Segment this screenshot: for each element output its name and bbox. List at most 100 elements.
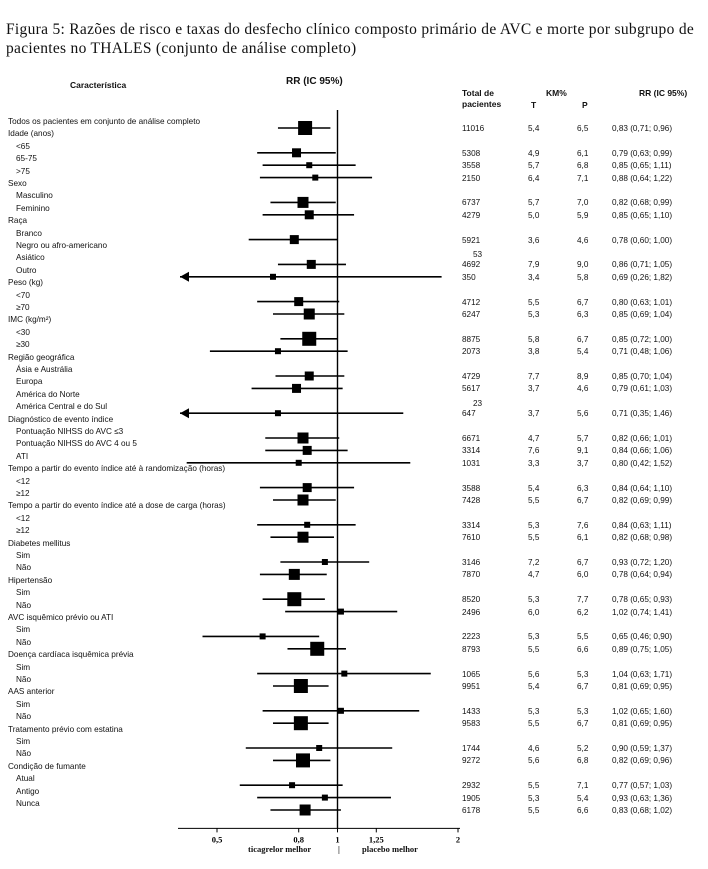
point-estimate [295, 459, 302, 466]
point-estimate [337, 707, 344, 714]
rr-ci-text: 0,77 (0,57; 1,03) [612, 781, 673, 791]
point-estimate [310, 641, 325, 656]
km-placebo: 6,7 [577, 496, 589, 505]
total-patients: 7870 [462, 570, 481, 580]
km-placebo: 9,1 [577, 446, 589, 456]
subgroup-header: Tempo a partir do evento índice até a do… [8, 501, 226, 511]
row-label: Sim [16, 551, 31, 560]
characteristic-header: Característica [70, 80, 127, 90]
rr-ci-text: 1,02 (0,65; 1,60) [612, 706, 673, 716]
point-estimate [316, 745, 323, 751]
rr-ci-text: 0,83 (0,68; 1,02) [612, 806, 673, 815]
km-placebo: 5,4 [577, 347, 589, 357]
km-placebo: 6,7 [577, 558, 589, 567]
total-patients: 53 [473, 250, 483, 259]
point-estimate [269, 273, 276, 280]
rr-ci-text: 0,71 (0,35; 1,46) [612, 409, 673, 419]
km-placebo: 7,6 [577, 520, 589, 530]
km-ticagrelor: 5,5 [528, 533, 540, 543]
subgroup-header: Diabetes mellitus [8, 538, 71, 548]
point-estimate [259, 633, 266, 640]
km-placebo: 6,1 [577, 533, 589, 543]
subgroup-header: Diagnóstico de evento índice [8, 414, 114, 424]
row-label: Pontuação NIHSS do AVC 4 ou 5 [16, 439, 137, 449]
row-label: Ásia e Austrália [16, 365, 73, 374]
km-ticagrelor: 6,0 [528, 607, 540, 617]
km-placebo: 6,2 [577, 607, 589, 617]
km-placebo: 6,8 [577, 756, 589, 766]
km-ticagrelor: 5,3 [528, 310, 540, 319]
point-estimate [297, 494, 309, 506]
km-placebo: 7,0 [577, 198, 589, 208]
km-ticagrelor: 4,6 [528, 744, 540, 753]
km-ticagrelor: 3,7 [528, 384, 540, 394]
row-label: Antigo [16, 786, 40, 796]
km-placebo: 5,6 [577, 409, 589, 419]
total-patients: 5921 [462, 235, 481, 245]
km-placebo: 6,7 [577, 297, 589, 307]
km-placebo: 3,7 [577, 458, 589, 468]
total-patients: 3558 [462, 161, 481, 171]
row-label: Atual [16, 774, 35, 784]
subgroup-header: AAS anterior [8, 687, 55, 697]
km-placebo: 7,1 [577, 781, 589, 791]
km-placebo: 5,5 [577, 632, 589, 642]
point-estimate [302, 483, 312, 493]
rr-ci-text: 0,78 (0,64; 0,94) [612, 570, 673, 580]
row-label: Sim [16, 588, 31, 598]
total-patients: 23 [473, 398, 483, 408]
total-patients: 5617 [462, 384, 481, 394]
point-estimate [302, 331, 317, 346]
rr-ci-text: 0,78 (0,65; 0,93) [612, 595, 673, 605]
point-estimate [304, 210, 314, 220]
point-estimate [274, 410, 281, 417]
km-placebo: 6,3 [577, 483, 589, 493]
point-estimate [337, 608, 344, 615]
total-patients: 2150 [462, 173, 481, 183]
rr-ci-text: 0,90 (0,59; 1,37) [612, 744, 673, 753]
subgroup-header: Condição de fumante [8, 761, 86, 771]
point-estimate [306, 162, 313, 169]
row-label: Sim [16, 737, 31, 746]
rr-ci-text: 0,81 (0,69; 0,95) [612, 682, 673, 691]
km-placebo: 9,0 [577, 260, 589, 270]
rr-ci-text: 0,84 (0,63; 1,11) [612, 520, 672, 530]
total-patients: 9583 [462, 719, 481, 729]
row-label: Não [16, 600, 32, 610]
row-label: Não [16, 563, 32, 573]
rr-ci-text: 0,84 (0,64; 1,10) [612, 483, 673, 493]
km-placebo: 6,8 [577, 161, 589, 171]
km-ticagrelor: 5,5 [528, 781, 540, 791]
rr-ci-text: 0,80 (0,42; 1,52) [612, 458, 673, 468]
km-placebo: 6,6 [577, 806, 589, 815]
rr-ci-text: 1,04 (0,63; 1,71) [612, 669, 673, 679]
km-ticagrelor: 5,3 [528, 706, 540, 716]
rr-ci-text: 0,69 (0,26; 1,82) [612, 272, 673, 282]
km-ticagrelor: 5,8 [528, 334, 540, 344]
km-p-header: P [582, 100, 588, 110]
point-estimate [298, 121, 313, 135]
total-patients: 6671 [462, 434, 481, 443]
point-estimate [292, 383, 302, 393]
point-estimate [303, 308, 315, 320]
row-label: <65 [16, 141, 30, 151]
row-label: ≥70 [16, 303, 30, 312]
row-label: Não [16, 712, 32, 722]
km-ticagrelor: 5,3 [528, 793, 540, 803]
point-estimate [297, 196, 309, 208]
row-label: Nunca [16, 799, 40, 808]
rr-ci-text: 0,65 (0,46; 0,90) [612, 632, 673, 642]
row-label: ATI [16, 451, 29, 461]
x-tick-label: 1 [335, 834, 339, 844]
km-ticagrelor: 5,6 [528, 669, 540, 679]
point-estimate [287, 592, 302, 607]
km-placebo: 4,6 [577, 384, 589, 394]
rr-ci-text: 0,86 (0,71; 1,05) [612, 260, 673, 270]
km-ticagrelor: 4,9 [528, 148, 540, 158]
row-label: Masculino [16, 191, 53, 201]
total-patients: 4279 [462, 210, 481, 220]
km-ticagrelor: 3,7 [528, 409, 540, 419]
km-ticagrelor: 3,6 [528, 235, 540, 245]
km-placebo: 6,5 [577, 124, 589, 133]
favors-ticagrelor-label: ticagrelor melhor [248, 844, 312, 854]
